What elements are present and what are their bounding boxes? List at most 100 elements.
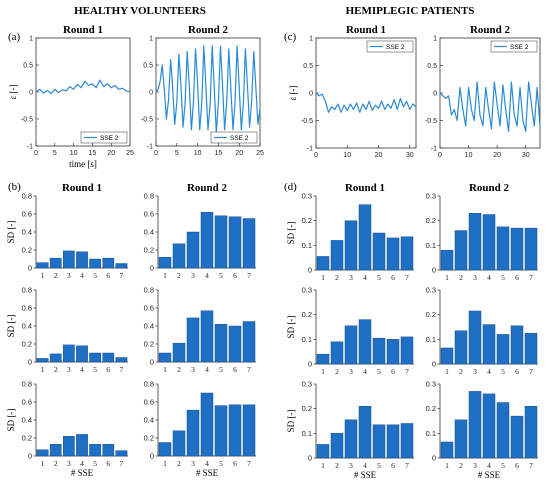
bar-sse-5 [89,258,101,269]
y-tick-label: 0.6 [22,210,32,219]
y-tick-label: 0.1 [302,241,312,250]
y-axis-label: SD [-] [6,221,16,244]
y-tick-label: -0.5 [425,118,437,125]
x-tick-label: 0 [34,150,38,157]
chart-d6: 0 0.1 0.2 0.3 1 2 3 4 5 6 7 # SSE [426,380,538,480]
bar-sse-1 [36,262,49,269]
chart-c1: Round 1-1-0.500.510 10 20 30ε [-]SSE 2 [288,24,417,159]
x-tick-label: 2 [54,459,58,468]
bar-sse-7 [242,404,256,457]
bar-sse-5 [372,337,386,365]
x-tick-label: 1 [41,271,45,280]
bar-sse-6 [386,424,400,459]
y-tick-label: 0.2 [426,216,436,225]
bar-sse-3 [344,419,358,459]
chart-b5: 0 0.2 0.4 0.6 0.8 1 2 3 4 5 6 7 SD [-] # SSE [6,380,128,478]
chart-title: Round 2 [188,24,229,36]
bar-sse-2 [454,230,468,271]
x-tick-label: 6 [106,459,110,468]
y-tick-label: 0.1 [302,335,312,344]
x-tick-label: 6 [391,367,395,376]
chart-d2: Round 2 0 0.1 0.2 0.3 1 2 3 4 5 6 7 [426,182,538,282]
y-tick-label: 0.2 [302,216,312,225]
bar-sse-2 [330,240,344,271]
y-tick-label: 0.2 [426,404,436,413]
y-tick-label: 1 [433,36,437,43]
x-tick-label: 7 [247,271,251,280]
y-tick-label: 0 [28,452,32,461]
bar-sse-2 [49,353,62,363]
y-axis-label: ε [-] [8,84,18,99]
bar-sse-2 [49,257,62,269]
x-tick-label: 5 [53,150,57,157]
y-tick-label: 0.2 [22,340,32,349]
x-tick-label: 5 [219,271,223,280]
x-tick-label: 2 [459,461,463,470]
bar-sse-7 [524,227,538,271]
chart-d4: 0 0.1 0.2 0.3 1 2 3 4 5 6 7 [426,286,538,376]
x-tick-label: 6 [515,461,519,470]
bar-sse-7 [115,450,128,457]
y-tick-label: 0 [308,454,312,463]
x-tick-label: 5 [377,461,381,470]
x-tick-label: 0 [438,152,442,159]
x-tick-label: 7 [120,365,124,374]
x-tick-label: 2 [459,367,463,376]
bar-sse-1 [440,441,454,459]
chart-title: Round 2 [187,182,228,194]
x-tick-label: 10 [194,150,202,157]
series-line-sse-2 [439,81,541,133]
x-tick-label: 6 [391,273,395,282]
y-tick-label: 0.6 [22,304,32,313]
y-tick-label: 0 [309,91,313,98]
bar-sse-3 [186,409,200,457]
x-tick-label: 3 [191,271,195,280]
bar-sse-2 [330,341,344,365]
x-tick-label: 7 [405,461,409,470]
y-tick-label: 0.4 [144,416,154,425]
y-tick-label: 0.3 [426,380,436,389]
x-tick-label: 7 [405,273,409,282]
series-line-sse-2 [315,92,417,113]
bar-sse-6 [386,339,400,365]
bar-sse-6 [102,257,115,269]
y-tick-label: 0 [308,266,312,275]
x-tick-label: 4 [80,459,84,468]
y-tick-label: 0.5 [427,63,437,70]
x-tick-label: 7 [529,273,533,282]
legend-label: SSE 2 [100,135,119,142]
bar-sse-3 [63,436,75,457]
legend-box [210,131,258,144]
bar-sse-1 [36,449,49,457]
y-tick-label: 0 [28,358,32,367]
y-axis-label: SD [-] [6,315,16,338]
y-tick-label: -0.5 [301,118,313,125]
plot-frame [35,37,131,147]
plot-frame [315,37,417,149]
bar-sse-2 [49,444,62,457]
chart-title: Round 1 [63,24,103,36]
bar-sse-4 [76,251,88,269]
y-tick-label: 0.1 [302,429,312,438]
panel-label-b: (b) [8,181,21,193]
x-tick-label: 0 [154,150,158,157]
y-tick-label: 0.1 [426,429,436,438]
y-tick-label: 0.5 [143,63,153,70]
x-tick-label: 5 [377,367,381,376]
y-tick-label: 0.4 [144,322,154,331]
bar-sse-7 [242,321,256,363]
bar-sse-5 [89,444,101,457]
y-tick-label: 1 [29,36,33,43]
bar-sse-1 [158,442,172,457]
x-tick-label: 1 [41,459,45,468]
bar-sse-5 [372,424,386,459]
bar-sse-5 [214,324,228,363]
x-axis-label: # SSE [71,468,94,478]
x-tick-label: 1 [321,273,325,282]
y-tick-label: 0.4 [144,228,154,237]
y-tick-label: 0.3 [426,286,436,295]
x-tick-label: 2 [177,365,181,374]
x-tick-label: 20 [375,152,383,159]
y-tick-label: 0.3 [426,192,436,201]
chart-title: Round 2 [469,182,510,194]
